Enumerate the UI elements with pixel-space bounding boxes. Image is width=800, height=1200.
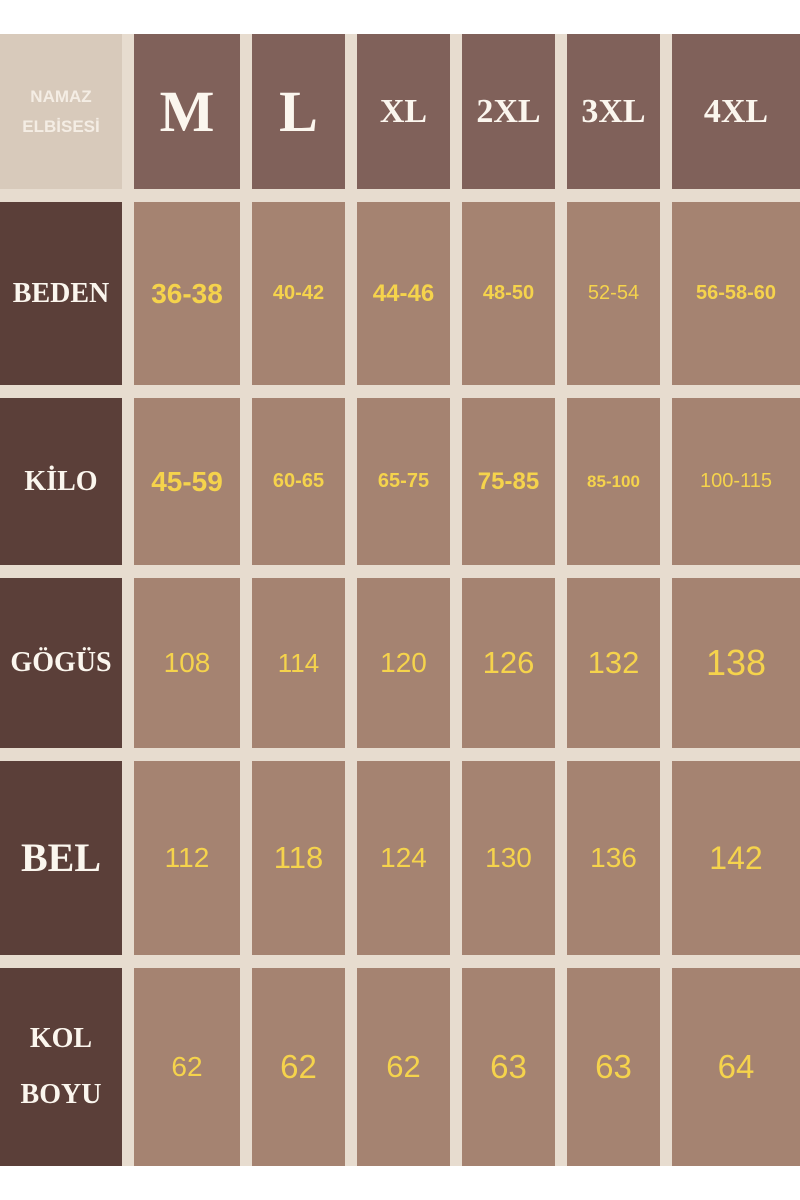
gogus-3xl: 132 xyxy=(567,578,660,748)
row-header-kilo: KİLO xyxy=(0,398,122,565)
kol-boyu-4xl: 64 xyxy=(672,968,800,1166)
corner-title-line2: ELBİSESİ xyxy=(22,116,100,136)
bel-3xl: 136 xyxy=(567,761,660,955)
corner-title-line1: NAMAZ xyxy=(30,86,92,106)
kilo-3xl: 85-100 xyxy=(567,398,660,565)
row-header-kol-boyu: KOL BOYU xyxy=(0,968,122,1166)
kol-boyu-m: 62 xyxy=(134,968,240,1166)
kol-boyu-l: 62 xyxy=(252,968,345,1166)
row-header-boyu: BOYU xyxy=(20,1079,102,1110)
bel-2xl: 130 xyxy=(462,761,555,955)
kilo-2xl: 75-85 xyxy=(462,398,555,565)
size-header-4xl: 4XL xyxy=(672,34,800,189)
size-header-m: M xyxy=(134,34,240,189)
beden-xl: 44-46 xyxy=(357,202,450,385)
kilo-xl: 65-75 xyxy=(357,398,450,565)
kilo-4xl: 100-115 xyxy=(672,398,800,565)
gogus-4xl: 138 xyxy=(672,578,800,748)
row-header-gogus: GÖGÜS xyxy=(0,578,122,748)
bel-4xl: 142 xyxy=(672,761,800,955)
row-header-bel: BEL xyxy=(0,761,122,955)
gogus-l: 114 xyxy=(252,578,345,748)
gogus-2xl: 126 xyxy=(462,578,555,748)
kol-boyu-3xl: 63 xyxy=(567,968,660,1166)
bel-l: 118 xyxy=(252,761,345,955)
beden-4xl: 56-58-60 xyxy=(672,202,800,385)
gogus-xl: 120 xyxy=(357,578,450,748)
size-header-l: L xyxy=(252,34,345,189)
kilo-m: 45-59 xyxy=(134,398,240,565)
kol-boyu-2xl: 63 xyxy=(462,968,555,1166)
beden-m: 36-38 xyxy=(134,202,240,385)
size-header-3xl: 3XL xyxy=(567,34,660,189)
bel-xl: 124 xyxy=(357,761,450,955)
kol-boyu-xl: 62 xyxy=(357,968,450,1166)
size-header-xl: XL xyxy=(357,34,450,189)
beden-3xl: 52-54 xyxy=(567,202,660,385)
size-header-2xl: 2XL xyxy=(462,34,555,189)
row-header-kol: KOL xyxy=(29,1023,93,1054)
beden-l: 40-42 xyxy=(252,202,345,385)
corner-title: NAMAZ ELBİSESİ xyxy=(0,34,122,189)
beden-2xl: 48-50 xyxy=(462,202,555,385)
size-chart-table: NAMAZ ELBİSESİ M L XL 2XL 3XL 4XL BEDEN … xyxy=(0,34,800,1166)
row-header-beden: BEDEN xyxy=(0,202,122,385)
kilo-l: 60-65 xyxy=(252,398,345,565)
bel-m: 112 xyxy=(134,761,240,955)
gogus-m: 108 xyxy=(134,578,240,748)
